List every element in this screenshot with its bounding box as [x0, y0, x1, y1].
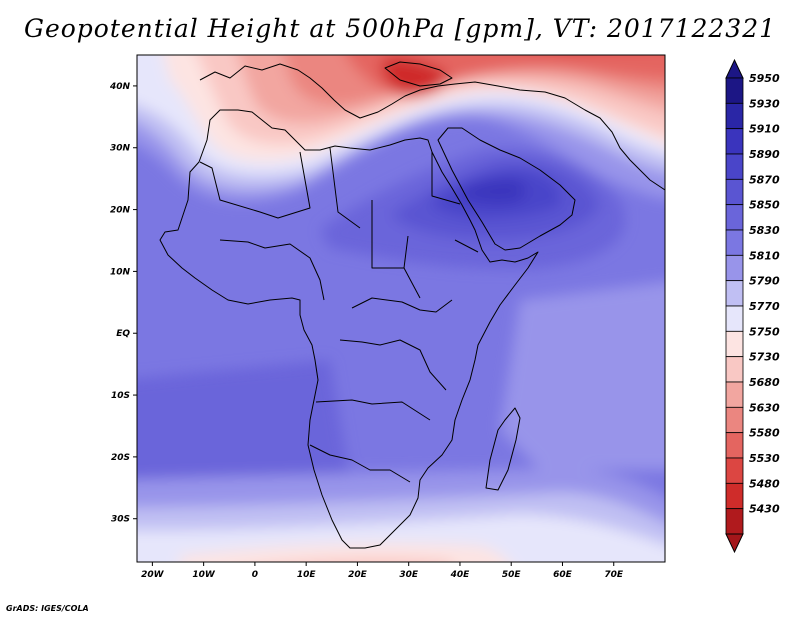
lon-tick-label: 50E: [502, 570, 522, 580]
colorbar-label: 5910: [749, 123, 780, 136]
colorbar-bottom-arrow: [725, 533, 744, 554]
colorbar-swatch: [725, 381, 744, 408]
colorbar-label: 5950: [749, 72, 780, 85]
colorbar-label: 5750: [749, 325, 780, 338]
grads-credit: GrADS: IGES/COLA: [6, 604, 89, 613]
arabia-coastline: [437, 127, 576, 251]
coastlines-and-borders: [159, 61, 665, 549]
colorbar-swatch: [725, 508, 744, 535]
lon-tick-label: 20W: [141, 570, 165, 580]
colorbar-label: 5580: [749, 427, 780, 440]
lon-tick-label: 20E: [348, 570, 368, 580]
field-south-5750: [180, 543, 509, 562]
field-south-5730: [304, 558, 450, 562]
lon-tick-label: 10W: [192, 570, 216, 580]
lon-tick-label: 40E: [450, 570, 471, 580]
lon-tick-label: 70E: [604, 570, 624, 580]
colorbar-swatch: [725, 305, 744, 332]
colorbar-label: 5830: [749, 224, 780, 237]
lat-tick-label: 30N: [110, 144, 131, 154]
colorbar-swatch: [725, 406, 744, 434]
lon-tick-label: 10E: [297, 570, 317, 580]
latitude-axis: 40N 30N 20N 10N EQ 10S 20S 30S: [109, 82, 137, 525]
colorbar-swatch: [725, 77, 744, 104]
longitude-axis: 20W 10W 0 10E 20E 30E 40E 50E 60E 70E: [141, 562, 624, 580]
plot-frame: [136, 54, 666, 563]
field-south-indian: [500, 281, 665, 470]
colorbar-label: 5630: [749, 401, 780, 414]
colorbar-label: 5850: [749, 199, 780, 212]
lat-tick-label: 10N: [110, 267, 131, 277]
colorbar-swatch: [725, 128, 744, 155]
colorbar-swatch: [725, 102, 744, 130]
lat-tick-label: 20N: [110, 206, 131, 216]
lat-tick-label: 20S: [111, 453, 130, 463]
lat-tick-label: EQ: [116, 329, 130, 339]
colorbar-swatch: [725, 432, 744, 459]
colorbar-label: 5870: [749, 173, 780, 186]
lon-tick-label: 30E: [399, 570, 419, 580]
eurasia-coastline: [199, 63, 665, 191]
colorbar-swatch: [725, 482, 744, 510]
height-field: [137, 55, 665, 562]
lon-tick-label: 60E: [553, 570, 573, 580]
colorbar-label: 5530: [749, 452, 780, 465]
colorbar-label: 5770: [749, 300, 780, 313]
colorbar-label: 5790: [749, 275, 780, 288]
lat-tick-label: 40N: [109, 82, 131, 92]
map-title: Geopotential Height at 500hPa [gpm], VT:…: [23, 14, 777, 43]
madagascar-coastline: [485, 407, 521, 491]
colorbar-swatch: [725, 330, 744, 358]
colorbar-label: 5480: [749, 477, 780, 490]
colorbar-label: 5890: [749, 148, 780, 161]
lat-tick-label: 30S: [111, 515, 130, 525]
colorbar-swatch: [725, 229, 744, 256]
black-sea-coastline: [384, 61, 453, 87]
colorbar-swatch: [725, 153, 744, 180]
africa-coastline: [159, 109, 539, 549]
colorbar-label: 5680: [749, 376, 780, 389]
country-borders: [199, 147, 479, 483]
colorbar: 5950 5930 5910 5890 5870 5850 5830 5810 5790 5770…: [725, 58, 780, 554]
colorbar-swatch: [725, 280, 744, 307]
colorbar-label: 5430: [749, 503, 780, 516]
colorbar-swatch: [725, 204, 744, 231]
lat-tick-label: 10S: [111, 391, 130, 401]
field-core-5910: [460, 178, 526, 204]
colorbar-swatch: [725, 356, 744, 383]
colorbar-label: 5930: [749, 97, 780, 110]
colorbar-swatch: [725, 254, 744, 282]
colorbar-top-arrow: [725, 58, 744, 79]
colorbar-swatch: [725, 457, 744, 484]
lon-tick-label: 0: [252, 570, 258, 580]
colorbar-swatch: [725, 178, 744, 206]
field-south-atlantic: [137, 360, 350, 505]
colorbar-label: 5810: [749, 249, 780, 262]
field-north-5480: [384, 57, 448, 93]
colorbar-label: 5730: [749, 351, 780, 364]
